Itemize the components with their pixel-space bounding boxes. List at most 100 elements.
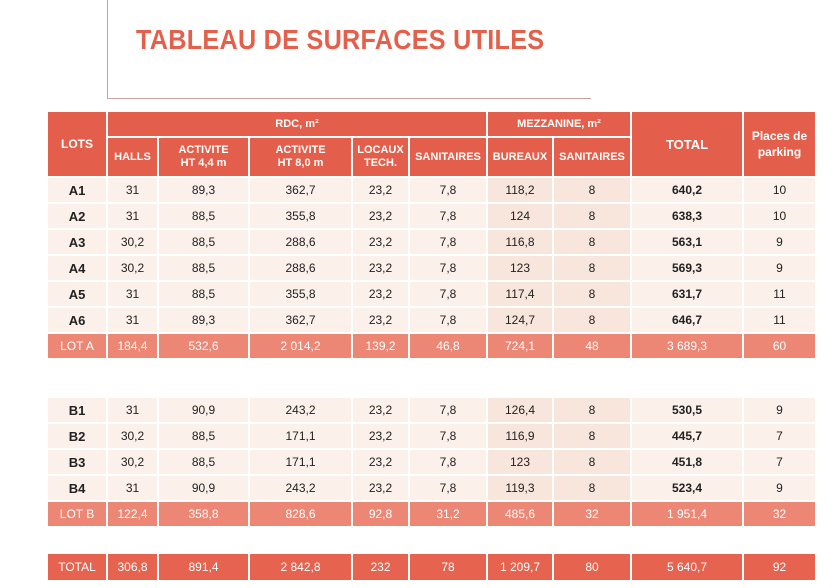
header-activite-44: ACTIVITE HT 4,4 m xyxy=(157,136,250,178)
header-locaux-tech: LOCAUX TECH. xyxy=(351,136,410,178)
value-cell: 724,1 xyxy=(486,332,554,360)
value-cell: 88,5 xyxy=(157,202,250,230)
value-cell: 116,8 xyxy=(486,228,554,256)
value-cell: 32 xyxy=(742,500,817,528)
value-cell: 30,2 xyxy=(106,422,159,450)
value-cell: 23,2 xyxy=(351,176,410,204)
table-row: B2 30,2 88,5 171,1 23,2 7,8 116,9 8 445,7 7 xyxy=(46,422,817,450)
value-cell: 891,4 xyxy=(157,552,250,582)
table-row: B3 30,2 88,5 171,1 23,2 7,8 123 8 451,8 7 xyxy=(46,448,817,476)
lot-label: B2 xyxy=(46,422,108,450)
header-halls: HALLS xyxy=(106,136,159,178)
value-cell: 288,6 xyxy=(248,254,353,282)
value-cell: 362,7 xyxy=(248,306,353,334)
value-cell: 8 xyxy=(552,280,632,308)
value-cell: 23,2 xyxy=(351,306,410,334)
value-cell: 2 842,8 xyxy=(248,552,353,582)
value-cell: 7,8 xyxy=(408,202,488,230)
total-cell: 638,3 xyxy=(630,202,744,230)
total-cell: 451,8 xyxy=(630,448,744,476)
value-cell: 7,8 xyxy=(408,396,488,424)
value-cell: 31 xyxy=(106,202,159,230)
grand-total-row: TOTAL 306,8 891,4 2 842,8 232 78 1 209,7 80 5 64… xyxy=(46,552,817,582)
value-cell: 122,4 xyxy=(106,500,159,528)
lot-label: TOTAL xyxy=(46,552,108,582)
total-cell: 5 640,7 xyxy=(630,552,744,582)
header-mezzanine: MEZZANINE, m² xyxy=(486,110,632,138)
total-cell: 646,7 xyxy=(630,306,744,334)
table-row: B4 31 90,9 243,2 23,2 7,8 119,3 8 523,4 9 xyxy=(46,474,817,502)
value-cell: 7 xyxy=(742,422,817,450)
header-activite-80: ACTIVITE HT 8,0 m xyxy=(248,136,353,178)
value-cell: 7,8 xyxy=(408,306,488,334)
value-cell: 88,5 xyxy=(157,254,250,282)
table-row: A3 30,2 88,5 288,6 23,2 7,8 116,8 8 563,1 9 xyxy=(46,228,817,256)
lot-label: B3 xyxy=(46,448,108,476)
value-cell: 7,8 xyxy=(408,254,488,282)
value-cell: 532,6 xyxy=(157,332,250,360)
value-cell: 8 xyxy=(552,254,632,282)
value-cell: 31 xyxy=(106,396,159,424)
value-cell: 828,6 xyxy=(248,500,353,528)
value-cell: 243,2 xyxy=(248,396,353,424)
value-cell: 126,4 xyxy=(486,396,554,424)
value-cell: 30,2 xyxy=(106,254,159,282)
value-cell: 11 xyxy=(742,306,817,334)
value-cell: 7,8 xyxy=(408,176,488,204)
value-cell: 89,3 xyxy=(157,306,250,334)
value-cell: 89,3 xyxy=(157,176,250,204)
total-cell: 563,1 xyxy=(630,228,744,256)
value-cell: 48 xyxy=(552,332,632,360)
value-cell: 88,5 xyxy=(157,422,250,450)
spacer xyxy=(47,527,816,553)
value-cell: 23,2 xyxy=(351,280,410,308)
value-cell: 8 xyxy=(552,228,632,256)
value-cell: 80 xyxy=(552,552,632,582)
value-cell: 31 xyxy=(106,474,159,502)
lot-label: A1 xyxy=(46,176,108,204)
table-row: A6 31 89,3 362,7 23,2 7,8 124,7 8 646,7 11 xyxy=(46,306,817,334)
lot-label: A4 xyxy=(46,254,108,282)
value-cell: 171,1 xyxy=(248,448,353,476)
subtotal-row-lot-a: LOT A 184,4 532,6 2 014,2 139,2 46,8 724,1 48 3 … xyxy=(46,332,817,360)
value-cell: 30,2 xyxy=(106,448,159,476)
header-sanitaires-mezz: SANITAIRES xyxy=(552,136,632,178)
total-cell: 569,3 xyxy=(630,254,744,282)
value-cell: 23,2 xyxy=(351,474,410,502)
value-cell: 92,8 xyxy=(351,500,410,528)
title-frame-line xyxy=(107,0,108,99)
lot-label: B1 xyxy=(46,396,108,424)
value-cell: 9 xyxy=(742,474,817,502)
value-cell: 11 xyxy=(742,280,817,308)
header-parking: Places de parking xyxy=(742,110,817,178)
value-cell: 7,8 xyxy=(408,228,488,256)
header-lots: LOTS xyxy=(46,110,108,178)
table-row: A2 31 88,5 355,8 23,2 7,8 124 8 638,3 10 xyxy=(46,202,817,230)
value-cell: 123 xyxy=(486,448,554,476)
value-cell: 8 xyxy=(552,448,632,476)
value-cell: 139,2 xyxy=(351,332,410,360)
value-cell: 88,5 xyxy=(157,280,250,308)
total-cell: 640,2 xyxy=(630,176,744,204)
total-cell: 3 689,3 xyxy=(630,332,744,360)
value-cell: 116,9 xyxy=(486,422,554,450)
value-cell: 31 xyxy=(106,280,159,308)
lot-label: LOT B xyxy=(46,500,108,528)
lot-label: A3 xyxy=(46,228,108,256)
page-title: TABLEAU DE SURFACES UTILES xyxy=(136,24,545,55)
value-cell: 355,8 xyxy=(248,202,353,230)
value-cell: 31,2 xyxy=(408,500,488,528)
value-cell: 358,8 xyxy=(157,500,250,528)
value-cell: 88,5 xyxy=(157,228,250,256)
value-cell: 243,2 xyxy=(248,474,353,502)
header-sanitaires-rdc: SANITAIRES xyxy=(408,136,488,178)
table-row: A5 31 88,5 355,8 23,2 7,8 117,4 8 631,7 11 xyxy=(46,280,817,308)
value-cell: 288,6 xyxy=(248,228,353,256)
value-cell: 124,7 xyxy=(486,306,554,334)
value-cell: 7,8 xyxy=(408,422,488,450)
total-cell: 631,7 xyxy=(630,280,744,308)
value-cell: 124 xyxy=(486,202,554,230)
value-cell: 7 xyxy=(742,448,817,476)
header-total: TOTAL xyxy=(630,110,744,178)
value-cell: 171,1 xyxy=(248,422,353,450)
